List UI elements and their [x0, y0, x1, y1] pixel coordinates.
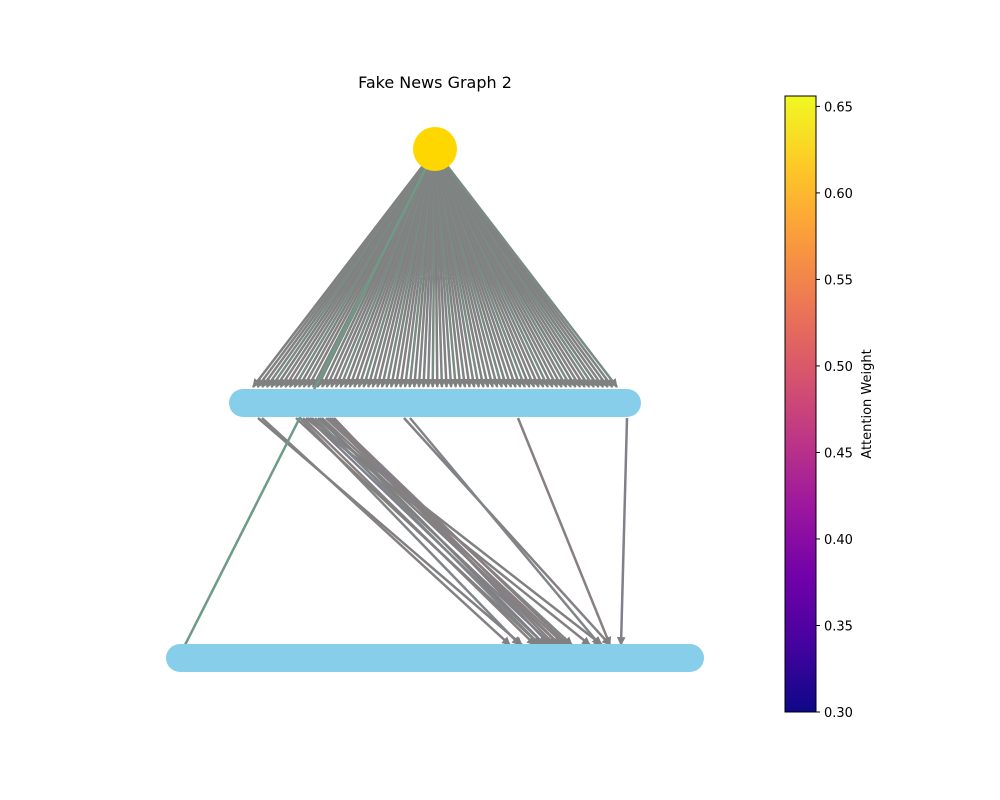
colorbar-tick-label: 0.45 — [824, 446, 853, 461]
colorbar-tick-label: 0.50 — [824, 360, 853, 375]
colorbar-tick-label: 0.40 — [824, 533, 853, 548]
level1-to-level2-edge — [403, 417, 611, 646]
level1-to-level2-edge — [314, 417, 541, 646]
root-node — [413, 127, 457, 171]
level1-to-level2-edge — [331, 417, 569, 646]
level1-to-level2-edge — [616, 417, 629, 646]
colorbar-label: Attention Weight — [860, 349, 875, 458]
colorbar-tick-label: 0.35 — [824, 619, 853, 634]
level1-to-level2-edge — [319, 417, 546, 646]
root-edges — [252, 149, 618, 388]
level1-to-level2-edge — [409, 417, 601, 646]
colorbar-gradient — [784, 95, 817, 713]
graph-title: Fake News Graph 2 — [358, 73, 512, 92]
colorbar-tick-label: 0.30 — [824, 706, 853, 721]
level1-to-level2-edge — [261, 417, 511, 646]
colorbar-ticks: 0.30 0.35 0.40 0.45 0.50 0.55 0.60 0.65 — [816, 100, 853, 721]
colorbar-tick-label: 0.65 — [824, 100, 853, 115]
colorbar-tick-label: 0.55 — [824, 273, 853, 288]
colorbar: 0.30 0.35 0.40 0.45 0.50 0.55 0.60 0.65 Attenti… — [784, 95, 875, 721]
level1-to-level2-edge — [329, 417, 561, 646]
level1-to-level2-edge — [327, 417, 556, 646]
lower-edges — [183, 159, 629, 646]
root-edge — [434, 149, 618, 388]
level1-to-level2-edge — [295, 417, 541, 646]
colorbar-tick-label: 0.60 — [824, 187, 853, 202]
level1-to-level2-edge — [516, 417, 612, 646]
